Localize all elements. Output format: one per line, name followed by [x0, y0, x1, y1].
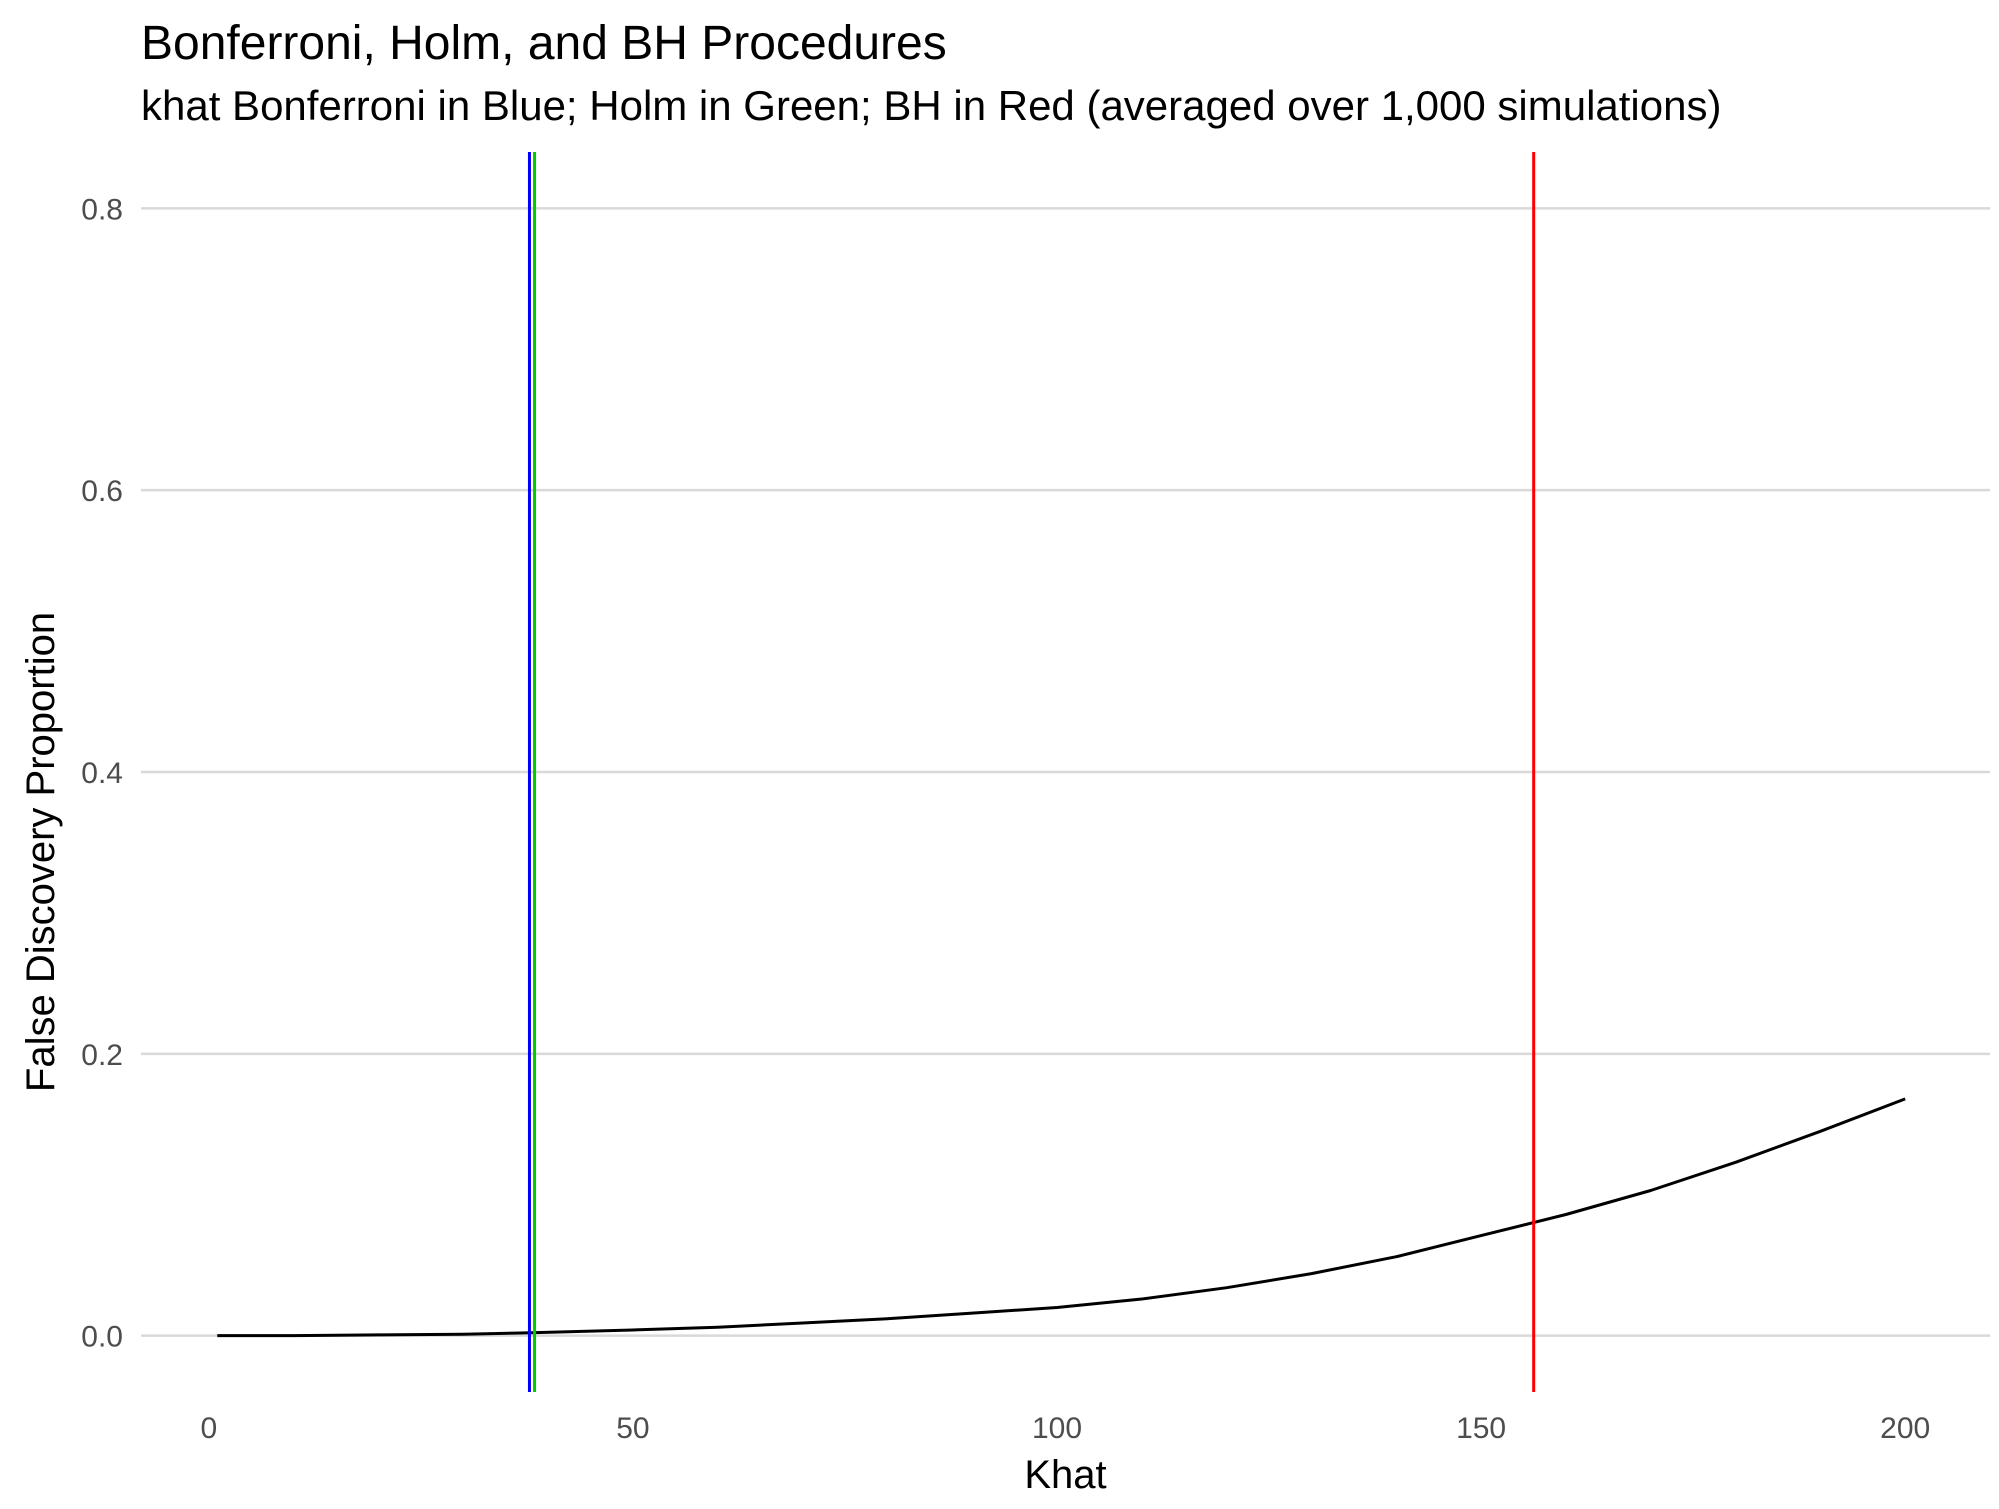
y-tick-label: 0.8	[81, 193, 123, 226]
x-axis-ticks: 0 50 100 150 200	[201, 1412, 1931, 1445]
gridlines	[141, 207, 1990, 1337]
y-tick-label: 0.2	[81, 1039, 123, 1072]
x-tick-label: 0	[201, 1412, 218, 1445]
x-tick-label: 50	[616, 1412, 649, 1445]
x-tick-label: 100	[1032, 1412, 1082, 1445]
x-axis-title: Khat	[1024, 1453, 1106, 1497]
chart-subtitle: khat Bonferroni in Blue; Holm in Green; …	[141, 82, 1722, 129]
y-tick-label: 0.0	[81, 1321, 123, 1354]
y-axis-title: False Discovery Proportion	[19, 612, 63, 1092]
y-tick-label: 0.6	[81, 475, 123, 508]
y-tick-label: 0.4	[81, 757, 123, 790]
threshold-lines	[527, 152, 1536, 1392]
x-tick-label: 200	[1880, 1412, 1930, 1445]
series-line-0	[217, 1097, 1906, 1338]
series-lines	[217, 1097, 1906, 1338]
chart-title: Bonferroni, Holm, and BH Procedures	[141, 17, 947, 70]
x-tick-label: 150	[1456, 1412, 1506, 1445]
y-axis-ticks: 0.0 0.2 0.4 0.6 0.8	[81, 193, 123, 1353]
